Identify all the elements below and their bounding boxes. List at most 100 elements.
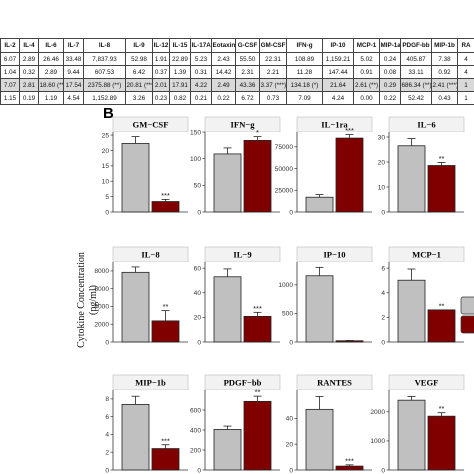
legend-swatch-control: [460, 296, 474, 315]
significance-stars: ***: [161, 191, 170, 200]
y-tick-label: 15: [102, 163, 110, 170]
y-tick-label: 0: [289, 209, 293, 216]
y-tick-label: 0: [197, 339, 201, 346]
y-tick-label: 6: [105, 414, 109, 421]
bar-control: [213, 153, 242, 213]
y-tick-label: 2: [381, 315, 385, 322]
panel-title: IL−1ra: [321, 120, 348, 130]
y-tick-label: 6: [381, 265, 385, 272]
significance-stars: ***: [345, 456, 354, 465]
y-tick-label: 25000: [275, 188, 294, 195]
y-tick-label: 500: [282, 311, 293, 318]
panel-title: MIP−1b: [135, 378, 166, 388]
y-tick-label: 0: [105, 339, 109, 346]
bar-control: [121, 271, 150, 343]
bar-treated: [335, 465, 364, 471]
y-tick-label: 40: [194, 290, 202, 297]
y-axis-label-line-1: Cytokine Concentration: [76, 252, 87, 348]
y-tick-label: 0: [381, 467, 385, 474]
panel-title: IL−8: [141, 250, 160, 260]
table-row: 6.07 2.89 26.46 33.48 7,837.93 52.98 1.91 22.89…: [0, 52, 474, 66]
chart-panel: IFN−g 0 50 100 150 *: [190, 116, 281, 216]
y-tick-label: 4: [381, 290, 385, 297]
chart-panel: IL−6 0 10 20 30 **: [378, 116, 465, 216]
y-tick-label: 100: [190, 156, 201, 163]
y-tick-label: 0: [289, 467, 293, 474]
significance-stars: ***: [253, 304, 262, 313]
y-tick-label: 0: [197, 467, 201, 474]
chart-panel: IL−9 0 20 40 60 ***: [194, 246, 281, 346]
legend: [460, 296, 474, 334]
panel-title: RANTES: [317, 378, 352, 388]
chart-panel: RANTES 0 20 40 ***: [286, 374, 373, 474]
bar-control: [397, 279, 426, 343]
y-tick-label: 0: [197, 209, 201, 216]
bar-control: [305, 275, 334, 343]
y-tick-label: 10: [102, 179, 110, 186]
significance-stars: **: [439, 154, 445, 163]
bar-treated: [427, 165, 456, 213]
legend-swatch-treated: [460, 315, 474, 334]
y-tick-label: 50000: [275, 166, 294, 173]
y-tick-label: 4: [105, 432, 109, 439]
panel-title: IFN−g: [231, 120, 256, 130]
bar-treated: [427, 415, 456, 471]
y-tick-label: 400: [190, 427, 201, 434]
significance-stars: **: [439, 301, 445, 310]
table-header-row: IL-2 IL-4 IL-6 IL-7 IL-8 IL-9 IL-12 IL-15 IL-17A…: [0, 38, 474, 53]
panel-title: MCP−1: [412, 250, 441, 260]
panel-title: PDGF−bb: [224, 378, 262, 388]
y-tick-label: 2000: [370, 409, 385, 416]
bar-treated: [243, 400, 272, 471]
chart-panel: IL−1ra 0 25000 50000 75000 ***: [275, 116, 373, 216]
y-tick-label: 2000: [94, 322, 109, 329]
bar-treated: [427, 309, 456, 343]
y-tick-label: 20: [194, 315, 202, 322]
y-tick-label: 1000: [370, 438, 385, 445]
y-tick-label: 150: [190, 129, 201, 136]
y-tick-label: 40: [286, 416, 294, 423]
table-cell: 4.24: [322, 91, 354, 105]
y-tick-label: 8000: [94, 268, 109, 275]
significance-stars: **: [163, 302, 169, 311]
y-tick-label: 20: [286, 441, 294, 448]
bar-treated: [335, 137, 364, 213]
y-tick-label: 50: [194, 183, 202, 190]
bar-control: [213, 276, 242, 343]
panel-title: GM−CSF: [133, 120, 169, 130]
y-tick-label: 6000: [94, 286, 109, 293]
table-cell: 1.15: [0, 91, 20, 105]
chart-panel: MIP−1b 0 2 4 6 8 ***: [105, 374, 189, 474]
y-tick-label: 30: [378, 134, 386, 141]
significance-stars: *: [256, 128, 259, 137]
bar-treated: [243, 315, 272, 343]
y-tick-label: 200: [190, 447, 201, 454]
panel-title: VEGF: [415, 378, 439, 388]
panel-title: IL−9: [233, 250, 251, 260]
y-tick-label: 0: [381, 209, 385, 216]
table-row: 7.07 2.81 18.60 (**) 17.54 2375.88 (**) 20.81…: [0, 78, 474, 92]
y-tick-label: 25: [102, 132, 110, 139]
bar-control: [397, 145, 426, 213]
panel-title: IL−6: [417, 120, 436, 130]
y-tick-label: 75000: [275, 144, 294, 151]
y-tick-label: 2: [105, 450, 109, 457]
bar-treated: [151, 448, 180, 471]
table-cell: 1,152.89: [83, 91, 126, 105]
bar-control: [305, 196, 334, 213]
bar-treated: [335, 340, 364, 343]
table-cell: 52.42: [400, 91, 432, 105]
y-tick-label: 8: [105, 396, 109, 403]
bar-treated: [151, 320, 180, 343]
y-tick-label: 600: [190, 407, 201, 414]
bar-treated: [151, 201, 180, 213]
table-row: 1.15 0.19 1.19 4.54 1,152.89 3.26 0.23 0.82 0.21…: [0, 91, 474, 105]
y-tick-label: 4000: [94, 304, 109, 311]
panel-label: B: [103, 105, 114, 122]
cytokine-table: IL-2 IL-4 IL-6 IL-7 IL-8 IL-9 IL-12 IL-15 IL-17A…: [0, 38, 474, 105]
bar-control: [121, 142, 150, 213]
chart-panel: IP−10 0 500 1000: [278, 246, 373, 346]
y-tick-label: 0: [289, 339, 293, 346]
